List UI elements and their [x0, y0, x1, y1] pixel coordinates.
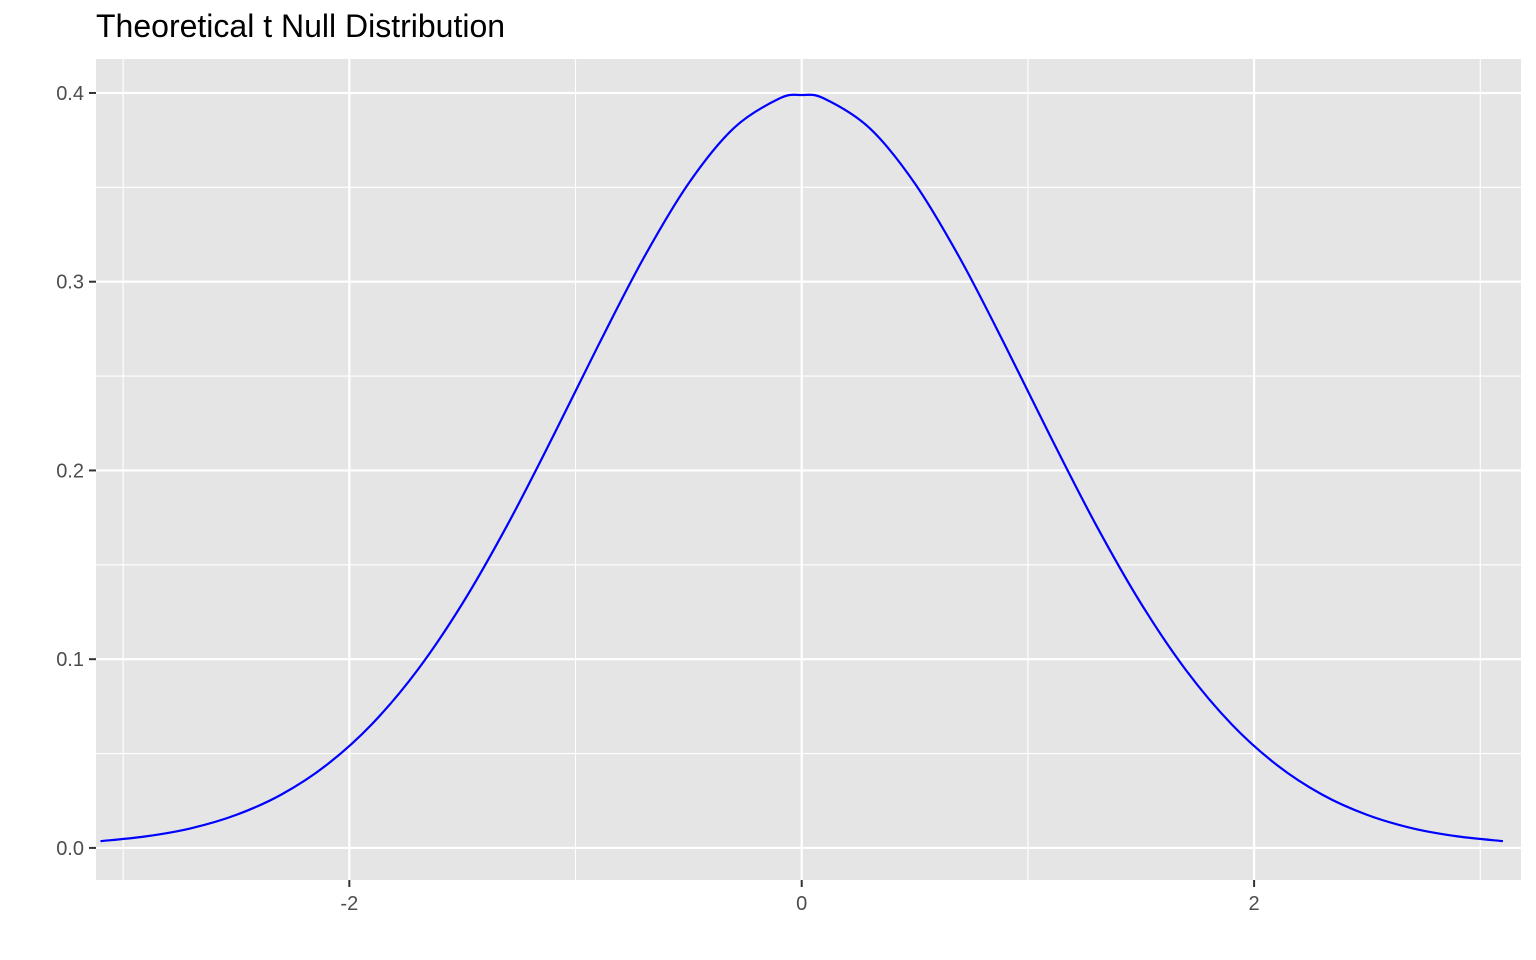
chart-title: Theoretical t Null Distribution	[96, 8, 506, 44]
x-tick-label: 0	[796, 893, 807, 915]
y-tick-label: 0.2	[56, 460, 84, 482]
y-tick-label: 0.3	[56, 272, 84, 294]
x-tick-label: 2	[1249, 893, 1260, 915]
density-curve	[100, 93, 1504, 843]
axis-ticks	[89, 91, 1256, 887]
axis-tick-labels: -2 0 2 0.0 0.1 0.2 0.3 0.4	[56, 83, 1259, 915]
series-lines	[100, 93, 1504, 843]
y-tick-label: 0.1	[56, 649, 84, 671]
major-gridlines	[96, 59, 1521, 880]
x-tick-label: -2	[340, 893, 358, 915]
y-tick-label: 0.4	[56, 83, 84, 105]
y-tick-label: 0.0	[56, 838, 84, 860]
